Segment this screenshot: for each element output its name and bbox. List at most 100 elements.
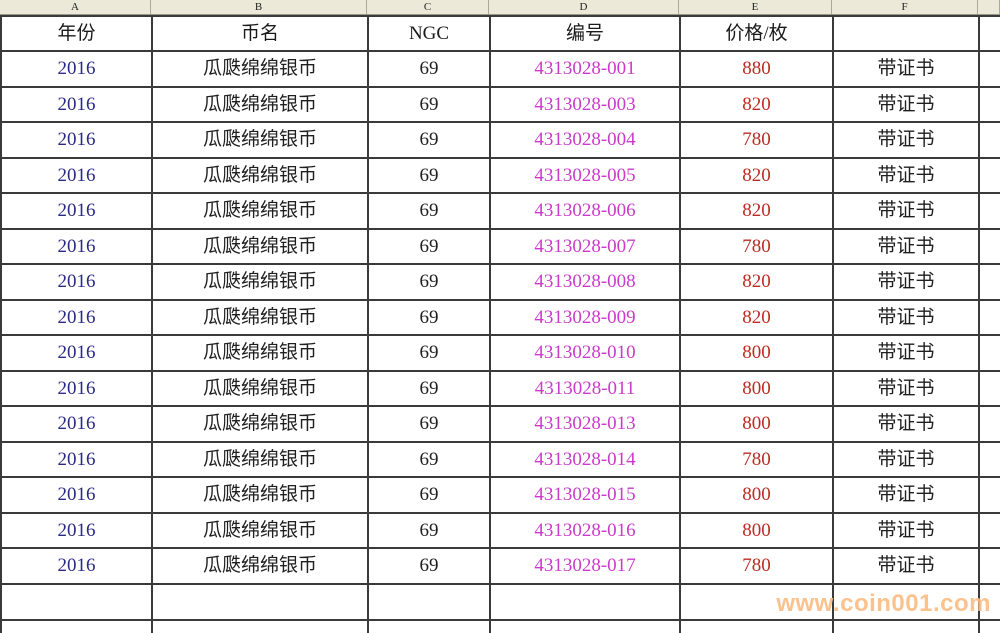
header-cell-coin-name[interactable]: 币名 [153, 17, 369, 50]
cell-coin-name[interactable]: 瓜瓞绵绵银币 [153, 336, 369, 370]
cell-price[interactable]: 780 [681, 549, 834, 583]
empty-cell[interactable] [681, 620, 834, 633]
cell-coin-name[interactable]: 瓜瓞绵绵银币 [153, 407, 369, 441]
empty-cell[interactable] [491, 584, 681, 619]
cell-coin-name[interactable]: 瓜瓞绵绵银币 [153, 158, 369, 192]
cell-price[interactable]: 820 [681, 158, 834, 192]
cell-certificate[interactable]: 带证书 [834, 194, 980, 228]
empty-cell[interactable] [681, 584, 834, 619]
cell-certificate[interactable]: 带证书 [834, 407, 980, 441]
empty-cell[interactable] [491, 620, 681, 633]
cell-year[interactable]: 2016 [2, 87, 153, 121]
cell-ngc[interactable]: 69 [369, 336, 491, 370]
empty-cell[interactable] [2, 620, 153, 633]
cell-year[interactable]: 2016 [2, 158, 153, 192]
cell-year[interactable]: 2016 [2, 549, 153, 583]
cell-year[interactable]: 2016 [2, 513, 153, 547]
empty-cell[interactable] [834, 584, 980, 619]
cell-coin-name[interactable]: 瓜瓞绵绵银币 [153, 87, 369, 121]
cell-price[interactable]: 800 [681, 371, 834, 405]
cell-coin-name[interactable]: 瓜瓞绵绵银币 [153, 265, 369, 299]
cell-coin-name[interactable]: 瓜瓞绵绵银币 [153, 442, 369, 476]
cell-certificate[interactable]: 带证书 [834, 549, 980, 583]
cell-year[interactable]: 2016 [2, 265, 153, 299]
cell-coin-name[interactable]: 瓜瓞绵绵银币 [153, 300, 369, 334]
cell-certificate[interactable]: 带证书 [834, 371, 980, 405]
cell-ngc[interactable]: 69 [369, 442, 491, 476]
cell-serial[interactable]: 4313028-014 [491, 442, 681, 476]
cell-serial[interactable]: 4313028-004 [491, 123, 681, 157]
cell-price[interactable]: 820 [681, 87, 834, 121]
column-letter-d[interactable]: D [489, 0, 679, 14]
header-cell-serial[interactable]: 编号 [491, 17, 681, 50]
cell-year[interactable]: 2016 [2, 371, 153, 405]
cell-coin-name[interactable]: 瓜瓞绵绵银币 [153, 513, 369, 547]
cell-price[interactable]: 820 [681, 265, 834, 299]
cell-certificate[interactable]: 带证书 [834, 513, 980, 547]
cell-coin-name[interactable]: 瓜瓞绵绵银币 [153, 549, 369, 583]
cell-price[interactable]: 820 [681, 300, 834, 334]
cell-serial[interactable]: 4313028-016 [491, 513, 681, 547]
empty-cell[interactable] [369, 584, 491, 619]
cell-serial[interactable]: 4313028-013 [491, 407, 681, 441]
cell-ngc[interactable]: 69 [369, 265, 491, 299]
cell-coin-name[interactable]: 瓜瓞绵绵银币 [153, 371, 369, 405]
column-letter-a[interactable]: A [0, 0, 151, 14]
cell-serial[interactable]: 4313028-010 [491, 336, 681, 370]
header-cell-year[interactable]: 年份 [2, 17, 153, 50]
cell-year[interactable]: 2016 [2, 336, 153, 370]
cell-certificate[interactable]: 带证书 [834, 265, 980, 299]
cell-ngc[interactable]: 69 [369, 87, 491, 121]
cell-serial[interactable]: 4313028-015 [491, 478, 681, 512]
cell-certificate[interactable]: 带证书 [834, 123, 980, 157]
cell-ngc[interactable]: 69 [369, 229, 491, 263]
cell-price[interactable]: 780 [681, 123, 834, 157]
cell-year[interactable]: 2016 [2, 229, 153, 263]
cell-ngc[interactable]: 69 [369, 371, 491, 405]
column-letter-b[interactable]: B [151, 0, 367, 14]
cell-ngc[interactable]: 69 [369, 300, 491, 334]
header-cell-ngc[interactable]: NGC [369, 17, 491, 50]
cell-year[interactable]: 2016 [2, 478, 153, 512]
column-letter-f[interactable]: F [832, 0, 978, 14]
cell-year[interactable]: 2016 [2, 407, 153, 441]
cell-certificate[interactable]: 带证书 [834, 87, 980, 121]
cell-coin-name[interactable]: 瓜瓞绵绵银币 [153, 194, 369, 228]
cell-year[interactable]: 2016 [2, 194, 153, 228]
cell-certificate[interactable]: 带证书 [834, 478, 980, 512]
column-letter-c[interactable]: C [367, 0, 489, 14]
header-cell-certificate[interactable] [834, 17, 980, 50]
cell-certificate[interactable]: 带证书 [834, 229, 980, 263]
cell-ngc[interactable]: 69 [369, 549, 491, 583]
cell-ngc[interactable]: 69 [369, 478, 491, 512]
cell-coin-name[interactable]: 瓜瓞绵绵银币 [153, 52, 369, 86]
cell-price[interactable]: 800 [681, 513, 834, 547]
cell-serial[interactable]: 4313028-008 [491, 265, 681, 299]
cell-coin-name[interactable]: 瓜瓞绵绵银币 [153, 478, 369, 512]
cell-serial[interactable]: 4313028-011 [491, 371, 681, 405]
cell-year[interactable]: 2016 [2, 300, 153, 334]
cell-ngc[interactable]: 69 [369, 158, 491, 192]
cell-ngc[interactable]: 69 [369, 52, 491, 86]
empty-cell[interactable] [2, 584, 153, 619]
empty-cell[interactable] [834, 620, 980, 633]
cell-ngc[interactable]: 69 [369, 407, 491, 441]
cell-year[interactable]: 2016 [2, 442, 153, 476]
cell-price[interactable]: 780 [681, 229, 834, 263]
cell-coin-name[interactable]: 瓜瓞绵绵银币 [153, 123, 369, 157]
cell-ngc[interactable]: 69 [369, 194, 491, 228]
cell-certificate[interactable]: 带证书 [834, 52, 980, 86]
cell-ngc[interactable]: 69 [369, 513, 491, 547]
cell-certificate[interactable]: 带证书 [834, 336, 980, 370]
cell-serial[interactable]: 4313028-006 [491, 194, 681, 228]
cell-serial[interactable]: 4313028-003 [491, 87, 681, 121]
cell-serial[interactable]: 4313028-007 [491, 229, 681, 263]
cell-price[interactable]: 780 [681, 442, 834, 476]
cell-certificate[interactable]: 带证书 [834, 442, 980, 476]
cell-certificate[interactable]: 带证书 [834, 300, 980, 334]
cell-price[interactable]: 820 [681, 194, 834, 228]
cell-ngc[interactable]: 69 [369, 123, 491, 157]
cell-serial[interactable]: 4313028-009 [491, 300, 681, 334]
cell-price[interactable]: 880 [681, 52, 834, 86]
cell-coin-name[interactable]: 瓜瓞绵绵银币 [153, 229, 369, 263]
